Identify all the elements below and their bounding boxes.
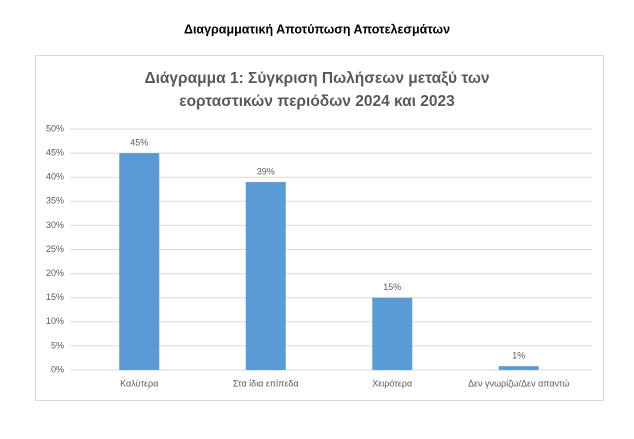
bar xyxy=(498,366,539,370)
y-tick-label: 20% xyxy=(46,268,64,278)
y-tick-label: 15% xyxy=(46,292,64,302)
x-tick-label: Καλύτερα xyxy=(120,378,158,388)
data-label: 45% xyxy=(130,137,148,147)
y-tick-label: 40% xyxy=(46,172,64,182)
y-tick-label: 50% xyxy=(46,123,64,133)
y-tick-label: 10% xyxy=(46,316,64,326)
data-label: 15% xyxy=(383,282,401,292)
data-label: 1% xyxy=(512,351,525,361)
y-tick-label: 45% xyxy=(46,147,64,157)
y-tick-label: 0% xyxy=(51,364,64,374)
y-tick-label: 5% xyxy=(51,340,64,350)
y-tick-label: 25% xyxy=(46,244,64,254)
data-label: 39% xyxy=(257,166,275,176)
y-tick-label: 30% xyxy=(46,220,64,230)
x-tick-label: Δεν γνωρίζω/Δεν απαντώ xyxy=(468,378,570,388)
chart-title: Διάγραμμα 1: Σύγκριση Πωλήσεων μεταξύ τω… xyxy=(144,70,489,87)
bar xyxy=(372,297,413,370)
y-tick-label: 35% xyxy=(46,196,64,206)
chart-title: εορταστικών περιόδων 2024 και 2023 xyxy=(179,93,455,110)
bar xyxy=(119,153,160,370)
x-tick-label: Στα ίδια επίπεδα xyxy=(233,378,299,388)
bar xyxy=(245,182,286,370)
heading: Διαγραμματική Αποτύπωση Αποτελεσμάτων xyxy=(184,22,450,36)
x-tick-label: Χειρότερα xyxy=(372,378,412,388)
